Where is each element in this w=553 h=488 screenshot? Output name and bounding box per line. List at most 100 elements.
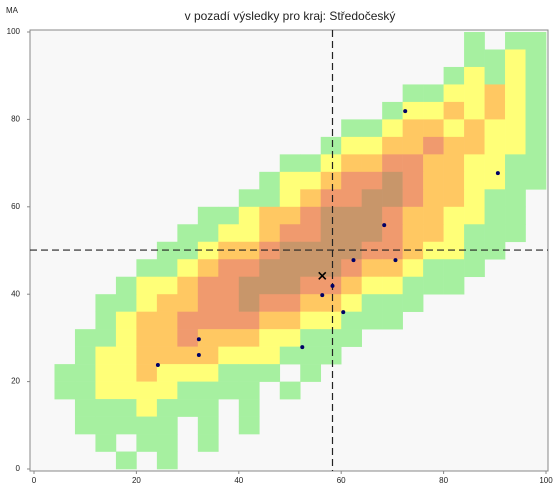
heat-cell [320,329,342,347]
heat-cell [197,329,219,347]
heat-cell [156,329,178,347]
y-tick-label: 20 [11,377,20,386]
heat-cell [218,294,240,312]
heat-cell [238,346,260,365]
heat-cell [361,189,383,208]
heat-cell [361,206,383,225]
data-point [320,293,325,298]
heat-cell [95,416,117,435]
heat-cell [300,311,322,330]
heat-cell [95,381,117,400]
heat-cell [238,364,260,382]
heat-cell [218,259,240,278]
heat-cell [177,294,199,312]
heat-cell [484,224,506,243]
heat-cell [197,381,219,400]
heat-cell [136,346,158,365]
heat-cell [464,224,485,243]
heat-cell [259,364,281,382]
heat-cell [115,399,137,417]
heat-cell [361,294,383,312]
heat-cell [464,259,485,278]
heat-cell [341,224,362,243]
heat-cell [341,171,362,190]
heat-cell [177,346,199,365]
heat-cell [402,84,424,103]
heat-cell [197,224,219,243]
heat-cell [443,84,465,103]
heat-cell [259,224,281,243]
heat-cell [320,206,342,225]
heat-cell [197,206,219,225]
heat-cell [300,259,322,278]
heat-cell [279,189,301,208]
heat-cell [300,346,322,365]
heat-cell [279,206,301,225]
heat-cell [74,364,96,382]
heat-cell [218,311,240,330]
heat-cell [95,311,117,330]
heat-cell [443,119,465,138]
x-tick-label: 0 [32,476,37,485]
heat-cell [402,136,424,155]
heat-cell [300,294,322,312]
heat-cell [423,119,444,138]
heat-cell [156,434,178,452]
heat-cell [525,66,547,85]
heat-cell [300,189,322,208]
heat-cell [197,276,219,295]
data-point [351,258,356,263]
heat-cell [402,171,424,190]
heat-cell [156,259,178,278]
heat-cell [95,294,117,312]
heat-cell [505,32,526,50]
heat-cell [259,206,281,225]
heat-cell [197,399,219,417]
heat-cell [464,101,485,120]
heat-cell [156,346,178,365]
heat-cell [382,294,403,312]
heat-cell [156,416,178,435]
heat-cell [402,241,424,260]
heat-cell [484,171,506,190]
heat-cell [484,154,506,173]
cross-marker [318,271,327,280]
heat-cell [259,189,281,208]
heat-cell [300,364,322,382]
heat-cell [382,136,403,155]
heat-cell [505,84,526,103]
heat-cell [464,206,485,225]
heat-cell [136,276,158,295]
heat-cell [115,416,137,435]
heat-cell [525,32,547,50]
heat-cell [238,224,260,243]
heat-cell [218,224,240,243]
heat-cell [197,416,219,435]
heat-cell [464,66,485,85]
heat-cell [74,381,96,400]
heat-cell [484,101,506,120]
heat-cell [382,206,403,225]
heat-cell [464,154,485,173]
heat-cell [505,119,526,138]
heat-cell [464,189,485,208]
heat-cell [54,381,76,400]
heat-cell [320,311,342,330]
heat-cell [484,206,506,225]
heat-cell [361,259,383,278]
heat-cell [136,364,158,382]
heat-cell [464,32,485,50]
heat-cell [402,189,424,208]
heat-cell [115,294,137,312]
heat-cell [156,276,178,295]
heat-cell [484,189,506,208]
heat-cell [74,329,96,347]
heat-cell [279,311,301,330]
heat-cell [464,136,485,155]
heat-cell [156,294,178,312]
heat-cell [136,329,158,347]
heat-cell [238,416,260,435]
heat-cell [464,119,485,138]
heat-cell [484,66,506,85]
